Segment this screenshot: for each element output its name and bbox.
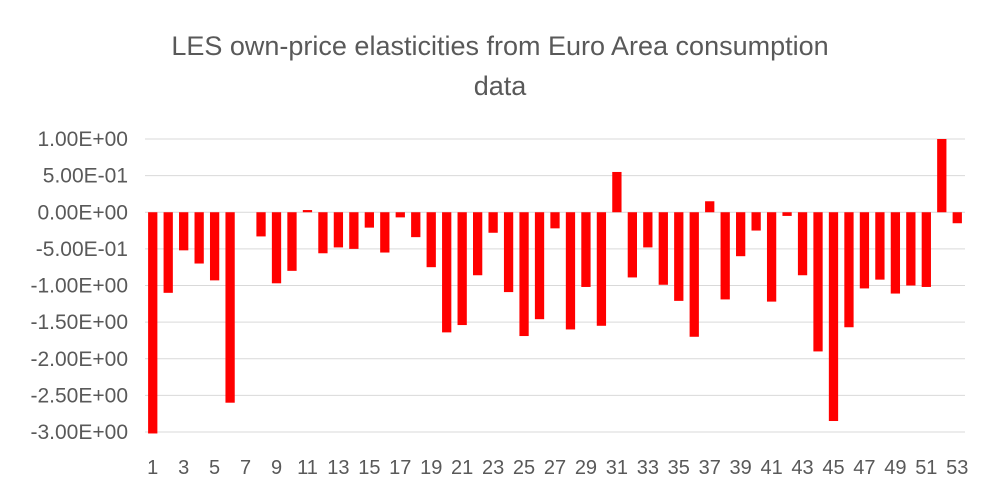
y-tick-label: -2.50E+00	[31, 384, 129, 407]
bar-10	[287, 212, 297, 271]
y-tick-label: -5.00E-01	[36, 238, 128, 261]
bar-45	[828, 212, 839, 422]
x-tick-label: 37	[699, 457, 721, 479]
bar-1	[148, 212, 158, 434]
chart-title-line-2: data	[473, 71, 527, 101]
y-tick-label: -3.00E+00	[31, 421, 129, 444]
bar-22	[473, 212, 483, 276]
bar-49	[890, 212, 901, 294]
bar-15	[364, 212, 374, 228]
bar-28	[565, 212, 576, 330]
bar-24	[503, 212, 514, 293]
bar-17	[395, 212, 405, 218]
bar-11	[302, 210, 313, 213]
bar-14	[349, 212, 359, 249]
y-tick-label: 0.00E+00	[37, 201, 128, 224]
bar-34	[658, 212, 668, 285]
x-tick-label: 39	[730, 457, 752, 479]
bar-20	[442, 212, 452, 333]
x-tick-label: 29	[575, 457, 597, 479]
bar-21	[457, 212, 467, 326]
bar-50	[906, 212, 916, 286]
bar-37	[705, 201, 715, 213]
x-tick-label: 41	[760, 457, 782, 479]
bar-19	[426, 212, 436, 268]
y-tick-label: 1.00E+00	[37, 128, 128, 151]
x-tick-label: 7	[240, 457, 251, 479]
x-tick-label: 11	[297, 457, 318, 479]
x-axis-tick-labels: 1 3 5 7 9 11 13 15 17 19 21 23 25 27 29 31 33 35 37 39 41 43 4…	[147, 457, 968, 479]
y-tick-label: -1.00E+00	[31, 275, 129, 298]
bar-16	[380, 212, 390, 253]
x-tick-label: 49	[884, 457, 906, 479]
bar-35	[674, 212, 684, 301]
x-tick-label: 35	[668, 457, 690, 479]
x-tick-label: 21	[451, 457, 473, 479]
x-tick-label: 19	[420, 457, 442, 479]
bar-32	[627, 212, 637, 278]
bar-52	[937, 139, 947, 213]
bar-48	[875, 212, 885, 280]
bar-39	[736, 212, 746, 257]
bar-18	[411, 212, 421, 238]
bar-5	[209, 212, 220, 281]
x-tick-label: 23	[482, 457, 504, 479]
x-tick-label: 13	[327, 457, 349, 479]
x-tick-label: 1	[147, 457, 158, 479]
bar-4	[194, 212, 204, 264]
bar-8	[256, 212, 266, 237]
bar-26	[534, 212, 545, 320]
chart-title: LES own-price elasticities from Euro Are…	[0, 26, 1000, 106]
bar-51	[921, 212, 931, 287]
bar-3	[179, 212, 189, 251]
x-tick-label: 9	[271, 457, 282, 479]
bar-33	[643, 212, 653, 248]
bar-23	[488, 212, 498, 233]
x-tick-label: 43	[791, 457, 813, 479]
bar-12	[318, 212, 328, 254]
bar-41	[766, 212, 777, 302]
bar-44	[813, 212, 823, 352]
bar-47	[859, 212, 870, 289]
bar-46	[844, 212, 854, 328]
x-tick-label: 51	[915, 457, 937, 479]
x-tick-label: 15	[358, 457, 380, 479]
x-tick-label: 25	[513, 457, 535, 479]
x-tick-label: 33	[637, 457, 659, 479]
y-tick-label: 5.00E-01	[43, 165, 128, 188]
x-tick-label: 17	[389, 457, 411, 479]
y-tick-label: -2.00E+00	[31, 348, 129, 371]
bar-53	[952, 212, 962, 224]
y-tick-label: -1.50E+00	[31, 311, 129, 334]
x-tick-label: 47	[853, 457, 875, 479]
bar-31	[612, 171, 622, 213]
chart-title-line-1: LES own-price elasticities from Euro Are…	[171, 31, 829, 61]
x-tick-label: 3	[178, 457, 189, 479]
bar-38	[720, 212, 730, 300]
bar-2	[163, 212, 173, 293]
y-axis-tick-labels: 1.00E+00 5.00E-01 0.00E+00 -5.00E-01 -1.00E+…	[31, 128, 129, 444]
bar-42	[782, 212, 792, 216]
bar-25	[519, 212, 529, 337]
bars	[148, 139, 962, 434]
bar-29	[581, 212, 591, 287]
x-tick-label: 27	[544, 457, 566, 479]
bar-30	[596, 212, 607, 326]
x-tick-label: 53	[946, 457, 968, 479]
bar-43	[797, 212, 808, 276]
bar-13	[333, 212, 344, 248]
x-tick-label: 5	[209, 457, 220, 479]
x-tick-label: 31	[606, 457, 628, 479]
bar-27	[550, 212, 560, 229]
bar-9	[271, 212, 282, 284]
x-tick-label: 45	[822, 457, 844, 479]
gridlines	[145, 138, 965, 433]
bar-36	[689, 212, 699, 337]
bar-40	[751, 212, 761, 231]
bar-6	[225, 212, 235, 403]
